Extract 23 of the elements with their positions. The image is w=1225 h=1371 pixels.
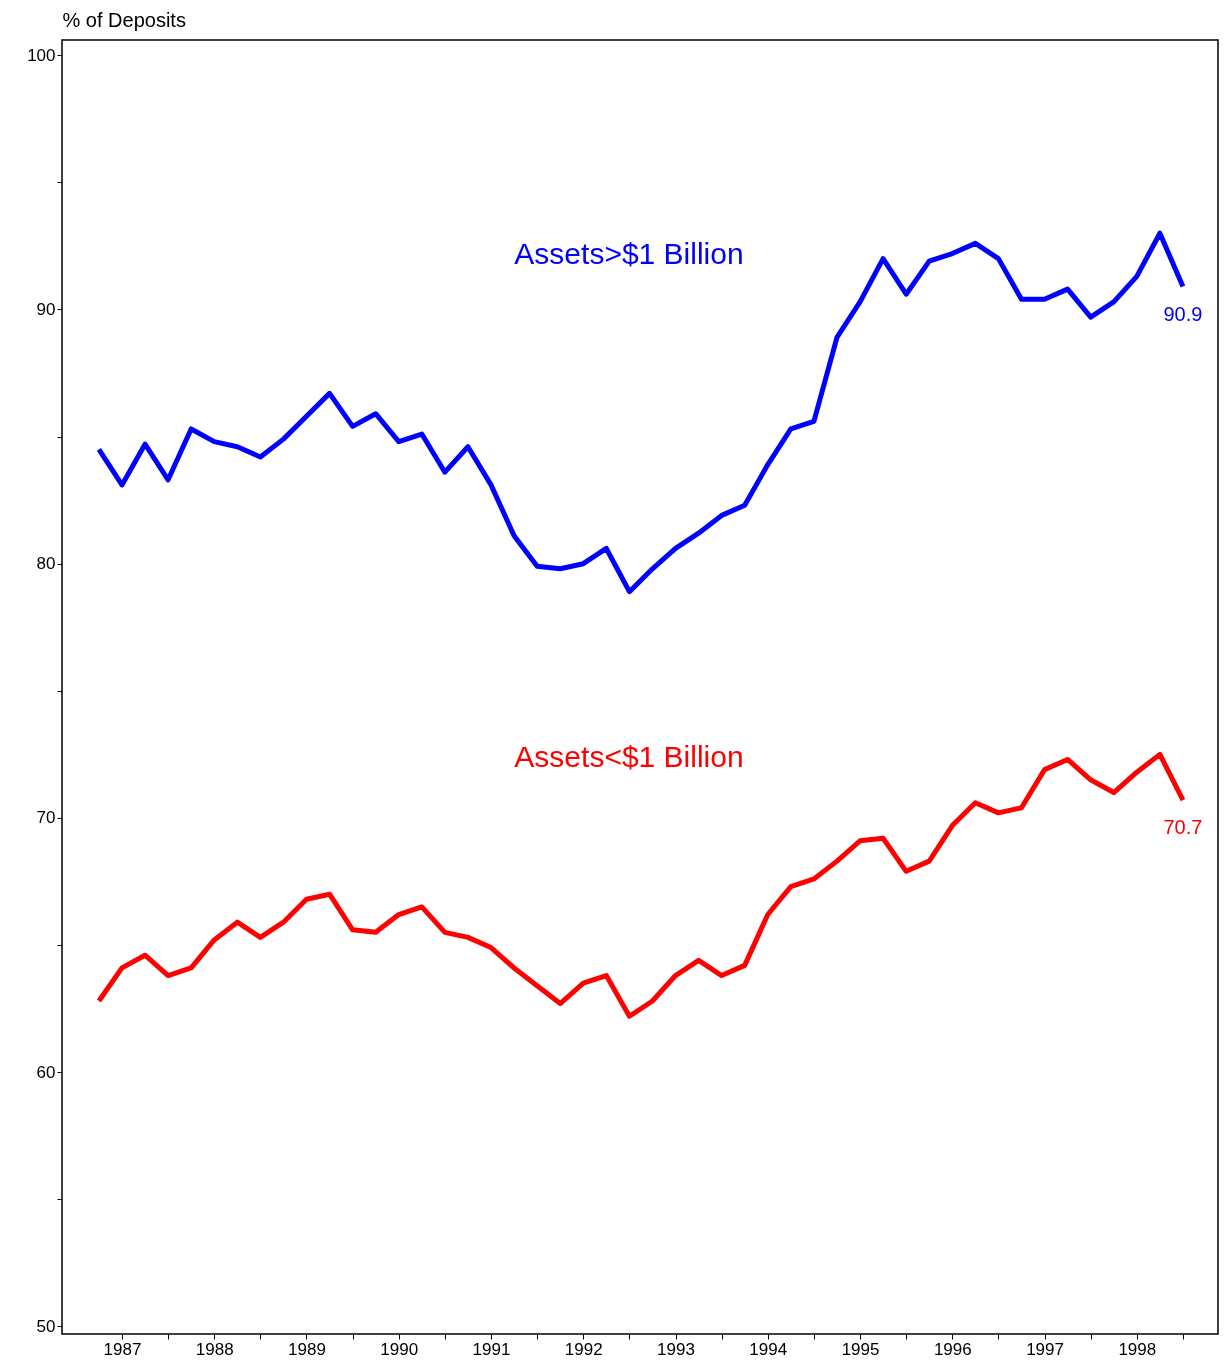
x-tick-label: 1992 (564, 1339, 603, 1359)
x-tick-label: 1994 (749, 1339, 788, 1359)
y-tick-label: 100 (27, 45, 56, 65)
text: Assets>$1 Billion (514, 237, 744, 270)
y-tick-label: 50 (36, 1316, 56, 1336)
data-label: 90.9 (1163, 302, 1203, 325)
x-tick-label: 1996 (933, 1339, 972, 1359)
x-tick-label: 1998 (1118, 1339, 1157, 1359)
y-axis-title: % of Deposits (62, 8, 186, 31)
y-tick-label: 90 (36, 299, 56, 319)
x-tick-label: 1997 (1026, 1339, 1064, 1359)
x-tick-label: 1991 (472, 1339, 511, 1359)
x-tick-label: 1987 (103, 1339, 142, 1359)
x-tick-label: 1989 (288, 1339, 326, 1359)
x-tick-label: 1993 (657, 1339, 695, 1359)
data-label: 70.7 (1163, 816, 1203, 839)
x-tick-label: 1995 (841, 1339, 880, 1359)
x-tick-label: 1988 (195, 1339, 234, 1359)
text: Assets<$1 Billion (514, 740, 744, 773)
y-tick-label: 80 (36, 554, 56, 574)
x-tick-label: 1990 (380, 1339, 419, 1359)
y-tick-label: 70 (36, 808, 56, 828)
y-tick-label: 60 (36, 1062, 56, 1082)
